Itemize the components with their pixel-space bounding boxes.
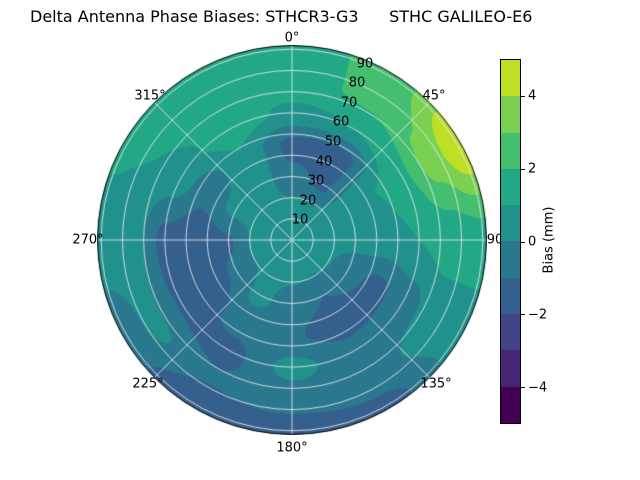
colorbar-tick-label-2: 2 <box>528 161 537 177</box>
colorbar-tick <box>521 314 525 316</box>
azimuth-label-90: 90 <box>486 232 504 248</box>
radial-label-90: 90 <box>356 56 374 72</box>
azimuth-label-270: 270° <box>72 232 104 248</box>
radial-label-20: 20 <box>299 193 317 209</box>
azimuth-label-315: 315° <box>134 88 166 104</box>
colorbar-tick-label-neg4: −4 <box>528 380 548 396</box>
radial-label-80: 80 <box>348 75 366 91</box>
colorbar-band <box>501 314 520 351</box>
colorbar-axis-label: Bias (mm) <box>541 206 557 274</box>
radial-label-60: 60 <box>332 114 350 130</box>
colorbar-tick-label-0: 0 <box>528 234 537 250</box>
colorbar-tick-label-4: 4 <box>528 88 537 104</box>
radial-label-30: 30 <box>307 173 325 189</box>
colorbar <box>500 59 525 424</box>
colorbar-tick <box>521 168 525 170</box>
colorbar-band <box>501 205 520 242</box>
colorbar-tick <box>521 386 525 388</box>
chart-title: Delta Antenna Phase Biases: STHCR3-G3 ST… <box>30 7 533 26</box>
colorbar-band <box>501 96 520 133</box>
azimuth-label-45: 45° <box>422 88 446 104</box>
colorbar-band <box>501 241 520 278</box>
colorbar-band <box>501 132 520 169</box>
radial-label-50: 50 <box>324 134 342 150</box>
radial-label-70: 70 <box>340 95 358 111</box>
colorbar-tick-label-neg2: −2 <box>528 307 548 323</box>
azimuth-label-225: 225° <box>132 376 164 392</box>
colorbar-band <box>501 277 520 315</box>
radial-label-40: 40 <box>315 154 333 170</box>
azimuth-label-135: 135° <box>420 376 452 392</box>
colorbar-tick <box>521 241 525 243</box>
azimuth-label-180: 180° <box>276 440 308 456</box>
azimuth-label-0: 0° <box>284 30 300 46</box>
colorbar-band <box>501 60 520 97</box>
polar-contour-plot <box>97 45 487 435</box>
radial-label-10: 10 <box>291 212 309 228</box>
colorbar-tick <box>521 96 525 98</box>
colorbar-band <box>501 168 520 206</box>
colorbar-band <box>501 386 520 423</box>
colorbar-band <box>501 350 520 387</box>
